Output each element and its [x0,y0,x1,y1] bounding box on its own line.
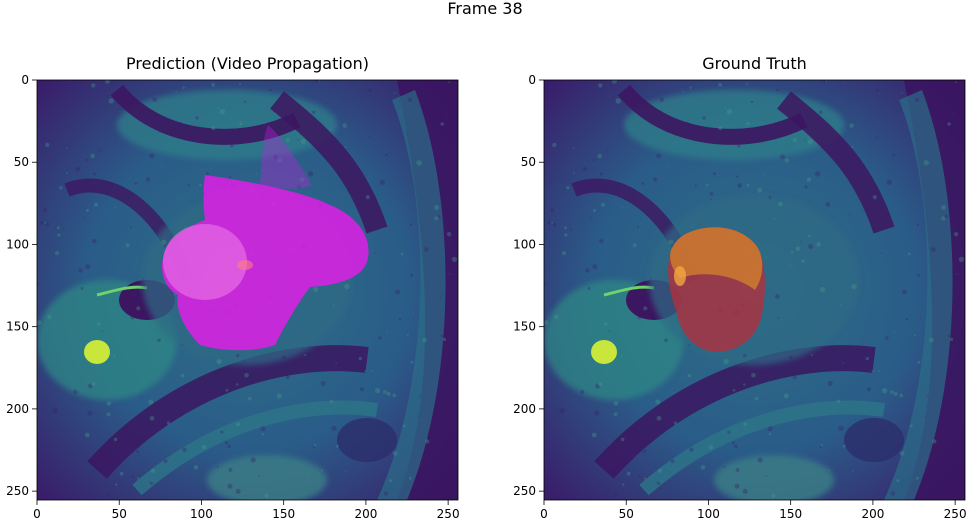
x-tick-label: 250 [944,507,967,521]
x-tick-label: 100 [190,507,213,521]
y-tick-label: 250 [513,484,536,498]
y-tick-label: 200 [6,402,29,416]
right-panel-title: Ground Truth [702,54,807,73]
right-axis-ticks: 0 50 100 150 200 250 0 50 100 150 200 250 [513,73,966,521]
left-panel-title: Prediction (Video Propagation) [126,54,369,73]
x-tick-label: 200 [861,507,884,521]
y-tick-label: 250 [6,484,29,498]
y-tick-label: 50 [14,155,29,169]
y-tick-label: 200 [513,402,536,416]
right-image [543,79,966,505]
right-axes-frame [543,79,966,501]
x-tick-label: 0 [33,507,41,521]
x-tick-label: 200 [354,507,377,521]
y-tick-label: 150 [513,320,536,334]
left-image [36,79,459,505]
x-tick-label: 50 [112,507,127,521]
y-tick-label: 100 [513,237,536,251]
ground-truth-mask [668,227,765,352]
y-tick-label: 100 [6,237,29,251]
x-tick-label: 50 [619,507,634,521]
y-tick-label: 150 [6,320,29,334]
x-tick-label: 250 [437,507,460,521]
y-tick-label: 0 [528,73,536,87]
x-tick-label: 100 [697,507,720,521]
prediction-mask [162,125,369,351]
x-tick-label: 0 [540,507,548,521]
y-tick-label: 0 [21,73,29,87]
x-tick-label: 150 [779,507,802,521]
left-axes-frame [36,79,459,501]
left-axis-ticks: 0 50 100 150 200 250 0 50 100 150 200 250 [6,73,459,521]
figure-title: Frame 38 [447,0,523,18]
y-tick-label: 50 [521,155,536,169]
x-tick-label: 150 [272,507,295,521]
